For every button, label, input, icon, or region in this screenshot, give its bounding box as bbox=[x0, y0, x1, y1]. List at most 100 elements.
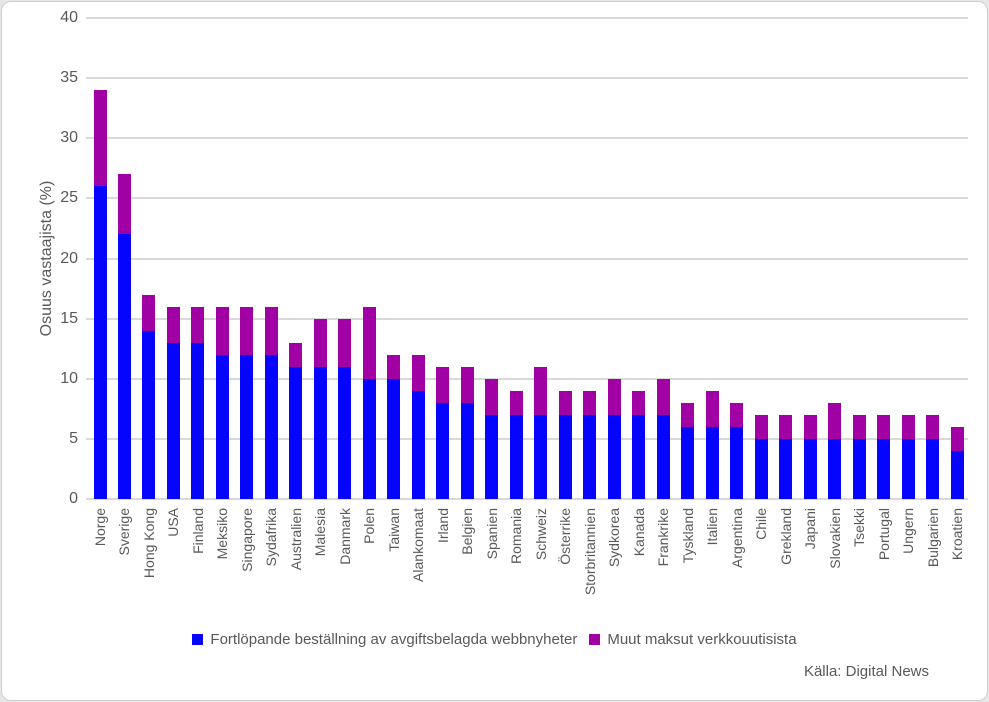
x-axis-label-norge: Norge bbox=[92, 508, 108, 547]
y-tick-label-5: 5 bbox=[69, 429, 78, 447]
x-axis-label-chile: Chile bbox=[753, 508, 770, 540]
bar-segment-sydafrika-subscription bbox=[264, 354, 278, 499]
bar-segment-sverige-other bbox=[117, 174, 131, 235]
bar-segment-kroatien-subscription bbox=[950, 450, 964, 499]
bar-segment-osterrike-subscription bbox=[558, 414, 572, 499]
legend-item-other: Muut maksut verkkouutisista bbox=[589, 631, 797, 648]
x-axis-label-australien: Australien bbox=[287, 508, 304, 571]
bar-segment-bulgarien-other bbox=[926, 414, 939, 439]
legend-swatch-subscription bbox=[192, 634, 204, 645]
bar-segment-finland-subscription bbox=[191, 342, 205, 499]
bar-segment-sydkorea-subscription bbox=[607, 414, 621, 499]
bar-segment-danmark-other bbox=[338, 318, 352, 367]
bar-segment-osterrike-other bbox=[558, 390, 572, 415]
y-tick-label-30: 30 bbox=[60, 129, 78, 147]
bar-segment-kanada-subscription bbox=[632, 414, 646, 499]
bar-segment-italien-subscription bbox=[705, 426, 719, 499]
bar-segment-kroatien-other bbox=[950, 426, 964, 451]
bar-segment-meksiko-other bbox=[215, 306, 229, 355]
x-axis-label-kanada: Kanada bbox=[630, 508, 647, 557]
bar-segment-frankrike-other bbox=[656, 378, 670, 415]
bar-segment-sydafrika-other bbox=[264, 306, 278, 355]
bar-segment-japani-other bbox=[803, 414, 817, 439]
x-axis-label-hong-kong: Hong Kong bbox=[140, 508, 157, 579]
source-caption: Källa: Digital News bbox=[803, 663, 929, 680]
bar-segment-argentina-other bbox=[730, 402, 744, 427]
bar-segment-norge-subscription bbox=[93, 186, 107, 499]
x-axis-label-usa: USA bbox=[165, 508, 182, 537]
legend-swatch-other bbox=[589, 634, 601, 645]
bar-segment-romania-other bbox=[509, 390, 523, 415]
x-axis-label-finland: Finland bbox=[189, 508, 206, 554]
x-axis-label-irland: Irland bbox=[434, 508, 451, 544]
bar-segment-finland-other bbox=[191, 306, 205, 343]
legend-item-subscription: Fortlöpande beställning av avgiftsbelagd… bbox=[192, 631, 577, 648]
x-axis-label-polen: Polen bbox=[361, 508, 378, 544]
bar-segment-portugal-subscription bbox=[877, 438, 891, 499]
x-axis-label-danmark: Danmark bbox=[336, 508, 353, 565]
bar-segment-malesia-other bbox=[313, 318, 327, 367]
bar-segment-polen-subscription bbox=[362, 378, 376, 499]
y-tick-label-25: 25 bbox=[60, 189, 78, 207]
bar-segment-storbritannien-subscription bbox=[583, 414, 597, 499]
bar-segment-japani-subscription bbox=[803, 438, 817, 499]
x-axis-label-taiwan: Taiwan bbox=[385, 508, 402, 552]
bar-segment-danmark-subscription bbox=[338, 366, 352, 499]
bar-segment-singapore-subscription bbox=[240, 354, 254, 499]
gridline-y-40 bbox=[86, 17, 968, 19]
legend-label-subscription: Fortlöpande beställning av avgiftsbelagd… bbox=[210, 631, 578, 648]
gridline-y-10 bbox=[86, 377, 968, 380]
bar-segment-hong-kong-other bbox=[142, 294, 156, 331]
x-axis-label-tyskland: Tyskland bbox=[679, 508, 696, 564]
x-axis-label-storbritannien: Storbritannien bbox=[581, 508, 598, 596]
gridline-y-20 bbox=[86, 257, 968, 260]
x-axis-label-argentina: Argentina bbox=[728, 508, 745, 568]
bar-segment-argentina-subscription bbox=[730, 426, 744, 499]
bar-segment-singapore-other bbox=[240, 306, 254, 355]
y-tick-label-15: 15 bbox=[60, 309, 78, 327]
x-axis-label-alankomaat: Alankomaat bbox=[410, 508, 427, 582]
x-axis-label-bulgarien: Bulgarien bbox=[924, 508, 941, 568]
legend: Fortlöpande beställning av avgiftsbelagd… bbox=[2, 631, 987, 648]
gridline-y-35 bbox=[86, 77, 968, 80]
legend-label-other: Muut maksut verkkouutisista bbox=[607, 631, 797, 648]
bar-segment-malesia-subscription bbox=[313, 366, 327, 499]
bar-segment-grekland-other bbox=[779, 414, 793, 439]
y-tick-label-35: 35 bbox=[60, 69, 78, 87]
bar-segment-tsekki-other bbox=[852, 414, 866, 439]
x-axis-label-meksiko: Meksiko bbox=[214, 508, 231, 560]
bar-segment-sydkorea-other bbox=[607, 378, 621, 415]
bar-segment-norge-other bbox=[93, 90, 107, 187]
bar-segment-belgien-subscription bbox=[460, 402, 474, 499]
bar-segment-storbritannien-other bbox=[583, 390, 597, 415]
bar-segment-australien-subscription bbox=[289, 366, 303, 499]
bar-segment-taiwan-other bbox=[387, 354, 401, 379]
x-axis-label-grekland: Grekland bbox=[777, 508, 794, 565]
bar-segment-bulgarien-subscription bbox=[926, 438, 939, 499]
bar-segment-alankomaat-other bbox=[411, 354, 425, 391]
bar-segment-hong-kong-subscription bbox=[142, 330, 156, 499]
x-axis-label-slovakien: Slovakien bbox=[826, 508, 843, 569]
x-axis-label-osterrike: Österrike bbox=[557, 508, 574, 565]
x-axis-label-portugal: Portugal bbox=[875, 508, 892, 561]
bar-segment-taiwan-subscription bbox=[387, 378, 401, 499]
x-axis-label-romania: Romania bbox=[508, 508, 525, 565]
bar-segment-italien-other bbox=[705, 390, 719, 427]
x-axis-label-italien: Italien bbox=[704, 508, 721, 546]
x-axis-label-malesia: Malesia bbox=[312, 508, 329, 557]
bar-segment-spanien-other bbox=[485, 378, 499, 415]
bar-segment-irland-other bbox=[436, 366, 450, 403]
bar-segment-usa-other bbox=[166, 306, 180, 343]
bar-segment-chile-subscription bbox=[754, 438, 768, 499]
bar-segment-frankrike-subscription bbox=[656, 414, 670, 499]
y-tick-label-10: 10 bbox=[60, 369, 78, 387]
x-axis-label-japani: Japani bbox=[802, 508, 819, 550]
x-axis-label-spanien: Spanien bbox=[483, 508, 500, 560]
x-axis-label-tsekki: Tsekki bbox=[851, 508, 868, 547]
y-tick-label-40: 40 bbox=[60, 9, 78, 26]
bar-segment-portugal-other bbox=[877, 414, 891, 439]
x-axis-label-belgien: Belgien bbox=[459, 508, 476, 555]
x-axis-label-frankrike: Frankrike bbox=[655, 508, 672, 567]
y-tick-label-0: 0 bbox=[69, 490, 78, 507]
